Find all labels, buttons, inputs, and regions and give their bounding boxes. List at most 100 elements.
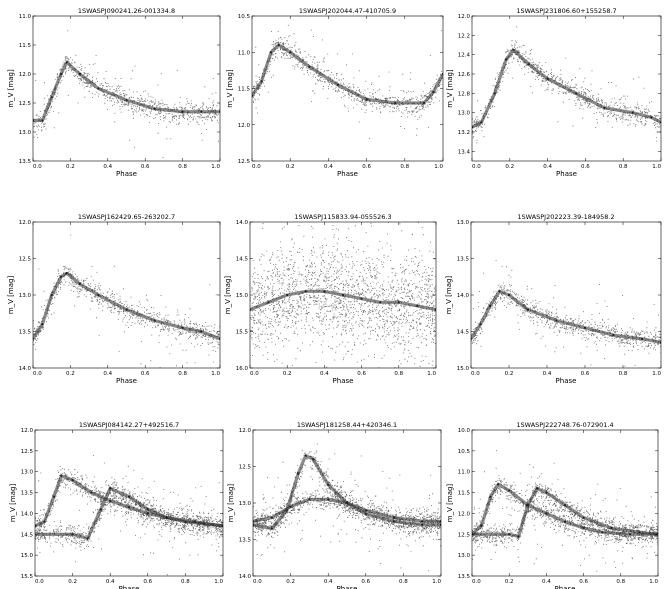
x-tick-label: 0.0 — [472, 164, 481, 170]
plot-frame — [471, 429, 659, 577]
chart-title: 1SWASPJ222748.76-072901.4 — [516, 421, 613, 429]
x-tick-label: 0.8 — [400, 164, 409, 170]
x-tick-label: 1.0 — [214, 579, 223, 585]
chart-panel-5: 0.0 0.2 0.4 0.6 0.8 1.0 14.0 14.5 15.0 15.5 16.0 1S… — [224, 213, 436, 385]
data-point — [488, 304, 492, 308]
x-tick-label: 0.2 — [283, 371, 292, 377]
data-point — [127, 495, 131, 498]
x-axis-label: Phase — [337, 170, 358, 178]
y-tick-label: 12.0 — [238, 123, 251, 129]
y-tick-label: 13.0 — [19, 293, 32, 299]
data-point — [277, 43, 280, 47]
data-point — [563, 520, 567, 523]
data-point — [364, 509, 367, 512]
data-point — [612, 334, 615, 337]
x-tick-label: 1.0 — [652, 164, 661, 170]
data-point — [59, 275, 63, 278]
data-point — [496, 483, 500, 486]
x-tick-label: 1.0 — [652, 371, 661, 377]
data-point — [365, 98, 368, 101]
data-point — [526, 504, 529, 507]
data-point — [297, 472, 300, 475]
y-tick-label: 12.0 — [19, 72, 32, 78]
series-2-points — [472, 462, 658, 572]
data-point — [416, 304, 419, 308]
y-tick-label: 15.5 — [236, 330, 249, 336]
data-point — [512, 48, 515, 51]
y-tick-label: 14.5 — [21, 532, 34, 538]
y-tick-label: 12.0 — [458, 511, 471, 517]
x-tick-label: 0.6 — [581, 371, 590, 377]
x-tick-label: 0.0 — [35, 579, 44, 585]
data-point — [517, 535, 520, 538]
data-point — [392, 516, 396, 519]
scatter-points — [252, 16, 443, 139]
y-tick-label: 14.0 — [21, 511, 34, 517]
x-axis-label: Phase — [337, 585, 358, 589]
chart-title: 1SWASPJ090241.26-001334.8 — [78, 7, 175, 15]
y-tick-label: 14.0 — [239, 574, 252, 580]
data-point — [397, 301, 400, 304]
x-tick-label: 0.0 — [472, 579, 481, 585]
data-point — [601, 531, 604, 534]
y-tick-label: 14.0 — [457, 293, 470, 299]
data-point — [270, 51, 273, 54]
y-tick-label: 14.5 — [457, 330, 470, 336]
data-point — [327, 483, 330, 486]
plot-frame — [32, 221, 221, 369]
y-tick-label: 13.0 — [458, 553, 471, 559]
data-point — [153, 107, 156, 110]
data-point — [165, 516, 168, 519]
chart-panel-4: 0.0 0.2 0.4 0.6 0.8 1.0 12.0 12.5 13.0 13.5 14.0 1S… — [7, 213, 221, 385]
y-axis-label: m_V [mag] — [226, 69, 234, 108]
y-tick-label: 14.0 — [236, 220, 249, 226]
x-axis-label: Phase — [333, 377, 354, 385]
scatter-cloud — [252, 16, 443, 139]
data-point — [504, 58, 508, 61]
x-axis-label: Phase — [116, 170, 137, 178]
series-1-points — [250, 222, 436, 368]
x-tick-label: 0.4 — [543, 164, 552, 170]
data-point — [97, 293, 100, 297]
x-tick-label: 0.4 — [324, 164, 333, 170]
data-point — [526, 308, 530, 311]
data-point — [289, 51, 292, 54]
y-axis-label: m_V [mag] — [446, 69, 454, 108]
data-point — [638, 531, 641, 534]
data-point — [582, 516, 585, 519]
data-point — [78, 282, 81, 286]
data-point — [181, 326, 184, 329]
y-tick-label: 12.4 — [458, 53, 471, 59]
y-tick-label: 13.5 — [19, 330, 32, 336]
scatter-points — [472, 26, 661, 144]
data-point — [200, 110, 203, 113]
x-tick-label: 0.4 — [103, 164, 112, 170]
data-point — [125, 308, 128, 311]
series-1-points — [33, 30, 220, 158]
x-tick-label: 1.0 — [432, 579, 441, 585]
data-point — [181, 110, 184, 113]
data-point — [631, 111, 634, 114]
chart-panel-8: 0.0 0.2 0.4 0.6 0.8 1.0 12.0 12.5 13.0 13.5 14.0 1S… — [227, 421, 441, 589]
scatter-points — [250, 222, 436, 368]
series-1-points — [472, 450, 658, 566]
y-axis-label: m_V [mag] — [445, 276, 453, 315]
data-point — [640, 337, 644, 340]
data-point — [527, 63, 530, 66]
y-tick-label: 10.5 — [238, 14, 251, 20]
x-tick-label: 0.8 — [616, 579, 625, 585]
data-point — [379, 301, 382, 304]
data-point — [479, 323, 482, 326]
data-point — [125, 99, 128, 102]
x-tick-label: 0.0 — [252, 164, 261, 170]
y-tick-label: 13.2 — [458, 130, 470, 136]
data-point — [563, 504, 567, 507]
data-point — [41, 119, 44, 122]
data-point — [394, 101, 397, 105]
y-tick-label: 13.5 — [239, 538, 252, 544]
y-tick-label: 15.0 — [457, 366, 470, 372]
x-tick-label: 0.2 — [505, 164, 514, 170]
chart-panel-9: 0.0 0.2 0.4 0.6 0.8 1.0 10.0 10.5 11.0 11.5 12.0 12… — [446, 421, 659, 589]
y-tick-label: 14.5 — [236, 257, 249, 263]
